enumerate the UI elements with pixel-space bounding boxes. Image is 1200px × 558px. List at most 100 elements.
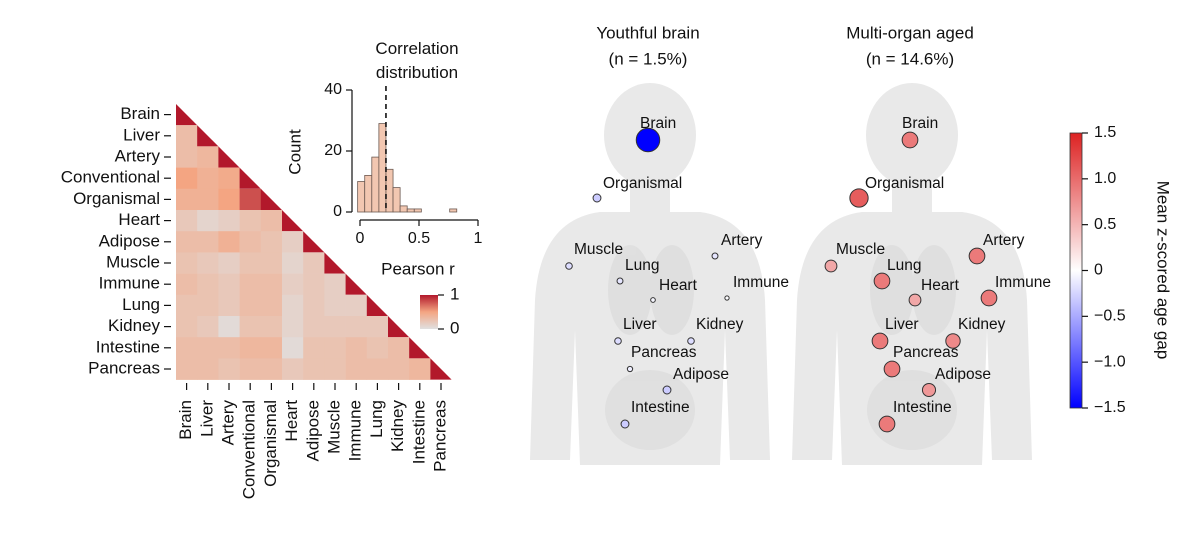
organ-label: Artery: [983, 232, 1025, 249]
organ-label: Liver: [623, 316, 657, 333]
organ-marker: [980, 289, 998, 307]
heatmap-cell: [218, 188, 240, 211]
organ-label: Heart: [921, 277, 960, 294]
heatmap-cell: [239, 294, 262, 317]
organ-marker: [614, 337, 622, 345]
heatmap-cell: [303, 337, 325, 359]
heatmap-cell: [218, 337, 240, 359]
organ-label: Adipose: [673, 366, 729, 383]
heatmap-cell: [260, 252, 283, 274]
colorbar-tick-label: −1.5: [1094, 399, 1126, 416]
organ-label: Pancreas: [631, 344, 697, 361]
organ-marker: [616, 277, 624, 285]
heatmap-cell: [176, 188, 198, 211]
heatmap-cell: [218, 294, 240, 317]
organ-marker: [883, 360, 901, 378]
heatmap-cell: [239, 316, 262, 338]
organ-label: Brain: [640, 115, 676, 132]
col-label: Liver: [197, 400, 216, 437]
organ-marker: [824, 259, 838, 273]
heatmap-cell: [345, 316, 368, 338]
organ-marker: [662, 385, 672, 395]
colorbar-tick-label: −1.0: [1094, 353, 1126, 370]
heatmap-cell: [409, 337, 431, 359]
hist-bar: [385, 168, 394, 213]
panel-subtitle: (n = 1.5%): [609, 49, 688, 68]
heatmap-cell: [218, 316, 240, 338]
organ-marker: [968, 247, 986, 265]
heatmap-cell: [197, 146, 219, 168]
heatmap-cell: [366, 316, 389, 338]
heatmap-cell: [239, 188, 262, 211]
heatmap-cell: [260, 188, 282, 210]
heatmap-cell: [324, 358, 346, 380]
heatmap-cell: [197, 167, 219, 190]
heatmap-cell: [260, 231, 283, 253]
heatmap-cell: [324, 294, 346, 317]
organ-label: Kidney: [696, 316, 744, 333]
heatmap-cell: [197, 316, 219, 338]
heatmap-cell: [197, 294, 219, 317]
colorbar-label: Pearson r: [381, 259, 455, 278]
heatmap-cell: [176, 125, 198, 147]
col-label: Kidney: [388, 400, 407, 452]
heatmap-cell: [176, 146, 198, 168]
heatmap-cell: [197, 125, 219, 147]
organ-label: Intestine: [631, 399, 690, 416]
heatmap-cell: [366, 294, 388, 316]
panel-title: Multi-organ aged: [846, 23, 974, 42]
x-tick-label: 1: [474, 230, 483, 247]
heatmap-cell: [324, 316, 346, 338]
heatmap-cell: [345, 273, 367, 295]
heatmap-cell: [239, 273, 262, 296]
organ-label: Organismal: [865, 175, 944, 192]
heatmap-cell: [303, 231, 325, 253]
heatmap-cell: [345, 337, 368, 359]
heatmap-cell: [239, 167, 261, 189]
heatmap-cell: [282, 316, 304, 338]
heatmap-cell: [176, 231, 198, 253]
heatmap-cell: [303, 273, 325, 296]
panel-title: Youthful brain: [596, 23, 699, 42]
organ-label: Pancreas: [893, 344, 959, 361]
hist-title: Correlation distribution: [375, 39, 458, 82]
body-colorbar: [1069, 132, 1083, 409]
heatmap-cell: [388, 316, 410, 338]
organ-label: Immune: [733, 274, 789, 291]
heatmap-cell: [282, 252, 304, 274]
hist-bar: [392, 187, 401, 213]
heatmap-cell: [282, 210, 304, 232]
colorbar-tick-label: 1.0: [1094, 170, 1116, 187]
heatmap-cell: [324, 273, 346, 296]
heatmap-cell: [218, 273, 240, 296]
heatmap-cell: [324, 337, 346, 359]
heatmap-cell: [282, 358, 304, 380]
row-label: Artery: [115, 146, 161, 165]
heatmap-cell: [239, 358, 262, 380]
heatmap-cell: [303, 294, 325, 317]
heatmap-cell: [176, 167, 198, 190]
col-label: Lung: [367, 400, 386, 438]
row-label: Adipose: [99, 231, 160, 250]
heatmap-cell: [218, 252, 240, 274]
hist-bar: [364, 174, 373, 213]
organ-marker: [871, 332, 889, 350]
heatmap-cell: [366, 358, 389, 380]
heatmap-cell: [303, 252, 325, 274]
heatmap-cell: [303, 358, 325, 380]
organ-marker: [565, 262, 573, 270]
organ-label: Heart: [659, 277, 698, 294]
row-label: Intestine: [96, 337, 160, 356]
row-label: Kidney: [108, 316, 160, 335]
heatmap-cell: [218, 167, 240, 190]
heatmap-cell: [430, 358, 452, 380]
heatmap-cell: [260, 358, 283, 380]
row-label: Pancreas: [88, 358, 160, 377]
heatmap-cell: [218, 146, 240, 168]
hist-bar: [449, 208, 458, 213]
row-label: Lung: [122, 295, 160, 314]
heatmap-cell: [176, 337, 198, 359]
y-axis-label: Count: [285, 129, 304, 175]
organ-label: Intestine: [893, 399, 952, 416]
